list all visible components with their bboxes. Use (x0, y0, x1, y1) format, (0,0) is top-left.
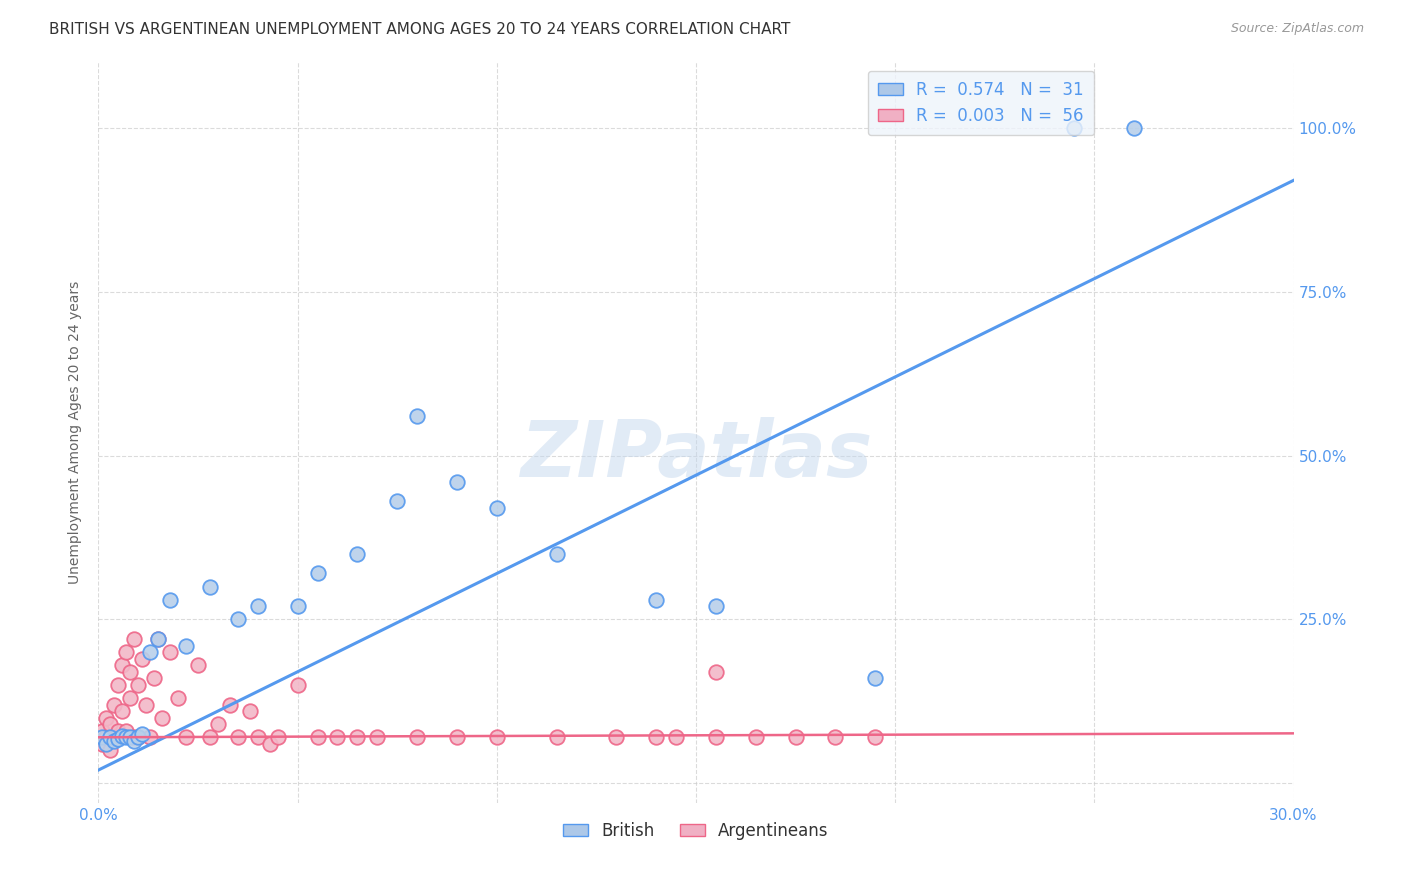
Point (785, 731, 807, 745)
Point (150, 711, 173, 725)
Point (127, 678, 149, 692)
Point (326, 731, 349, 745)
Point (98, 743, 122, 757)
Point (645, 731, 668, 745)
Point (187, 658, 209, 673)
Point (131, 727, 153, 741)
Point (98, 717, 122, 731)
Point (127, 731, 149, 745)
Point (346, 731, 368, 745)
Point (485, 500, 508, 515)
Point (135, 698, 157, 712)
Point (98, 731, 122, 745)
Point (385, 494, 409, 508)
Point (267, 731, 290, 745)
Point (1063, 120, 1085, 135)
Point (148, 632, 170, 646)
Point (139, 731, 162, 745)
Point (96, 731, 118, 745)
Point (704, 731, 727, 745)
Point (127, 731, 149, 745)
Point (745, 731, 768, 745)
Point (120, 690, 142, 705)
Point (96, 737, 118, 751)
Point (96, 711, 118, 725)
Point (219, 698, 242, 712)
Point (226, 612, 249, 626)
Point (307, 566, 329, 581)
Point (446, 475, 468, 489)
Point (131, 651, 153, 665)
Point (139, 645, 162, 659)
Point (103, 731, 125, 745)
Point (366, 731, 388, 745)
Text: Source: ZipAtlas.com: Source: ZipAtlas.com (1230, 22, 1364, 36)
Point (111, 729, 134, 743)
Point (174, 639, 197, 653)
Point (704, 599, 727, 614)
Point (91, 723, 114, 738)
Point (645, 592, 668, 607)
Point (226, 731, 249, 745)
Point (107, 731, 129, 746)
Point (174, 731, 197, 745)
Point (111, 658, 134, 673)
Point (346, 547, 368, 561)
Point (120, 665, 142, 679)
Point (824, 731, 846, 745)
Point (115, 645, 138, 659)
Point (124, 632, 146, 646)
Point (91, 731, 114, 745)
Point (120, 731, 142, 745)
Point (1123, 120, 1146, 135)
Point (115, 731, 138, 745)
Point (107, 678, 129, 692)
Text: BRITISH VS ARGENTINEAN UNEMPLOYMENT AMONG AGES 20 TO 24 YEARS CORRELATION CHART: BRITISH VS ARGENTINEAN UNEMPLOYMENT AMON… (49, 22, 790, 37)
Point (143, 671, 166, 685)
Point (115, 723, 138, 738)
Point (111, 704, 134, 718)
Point (167, 690, 190, 705)
Point (124, 733, 146, 747)
Point (406, 731, 429, 745)
Text: ZIPatlas: ZIPatlas (520, 417, 872, 493)
Point (665, 731, 688, 745)
Point (159, 645, 181, 659)
Point (103, 733, 125, 747)
Point (546, 547, 568, 561)
Point (307, 731, 329, 745)
Point (103, 698, 125, 712)
Point (124, 731, 146, 745)
Point (605, 731, 627, 745)
Point (207, 717, 229, 731)
Point (704, 665, 727, 679)
Point (865, 671, 887, 685)
Y-axis label: Unemployment Among Ages 20 to 24 years: Unemployment Among Ages 20 to 24 years (69, 281, 83, 584)
Point (198, 580, 221, 594)
Point (246, 599, 269, 614)
Point (865, 731, 887, 745)
Point (546, 731, 568, 745)
Point (198, 731, 221, 745)
Point (259, 737, 281, 751)
Point (287, 599, 309, 614)
Point (246, 731, 269, 745)
Legend: British, Argentineans: British, Argentineans (557, 815, 835, 847)
Point (239, 704, 262, 718)
Point (446, 731, 468, 745)
Point (91, 737, 114, 751)
Point (485, 731, 508, 745)
Point (287, 678, 309, 692)
Point (406, 409, 429, 424)
Point (148, 632, 170, 646)
Point (159, 592, 181, 607)
Point (107, 723, 129, 738)
